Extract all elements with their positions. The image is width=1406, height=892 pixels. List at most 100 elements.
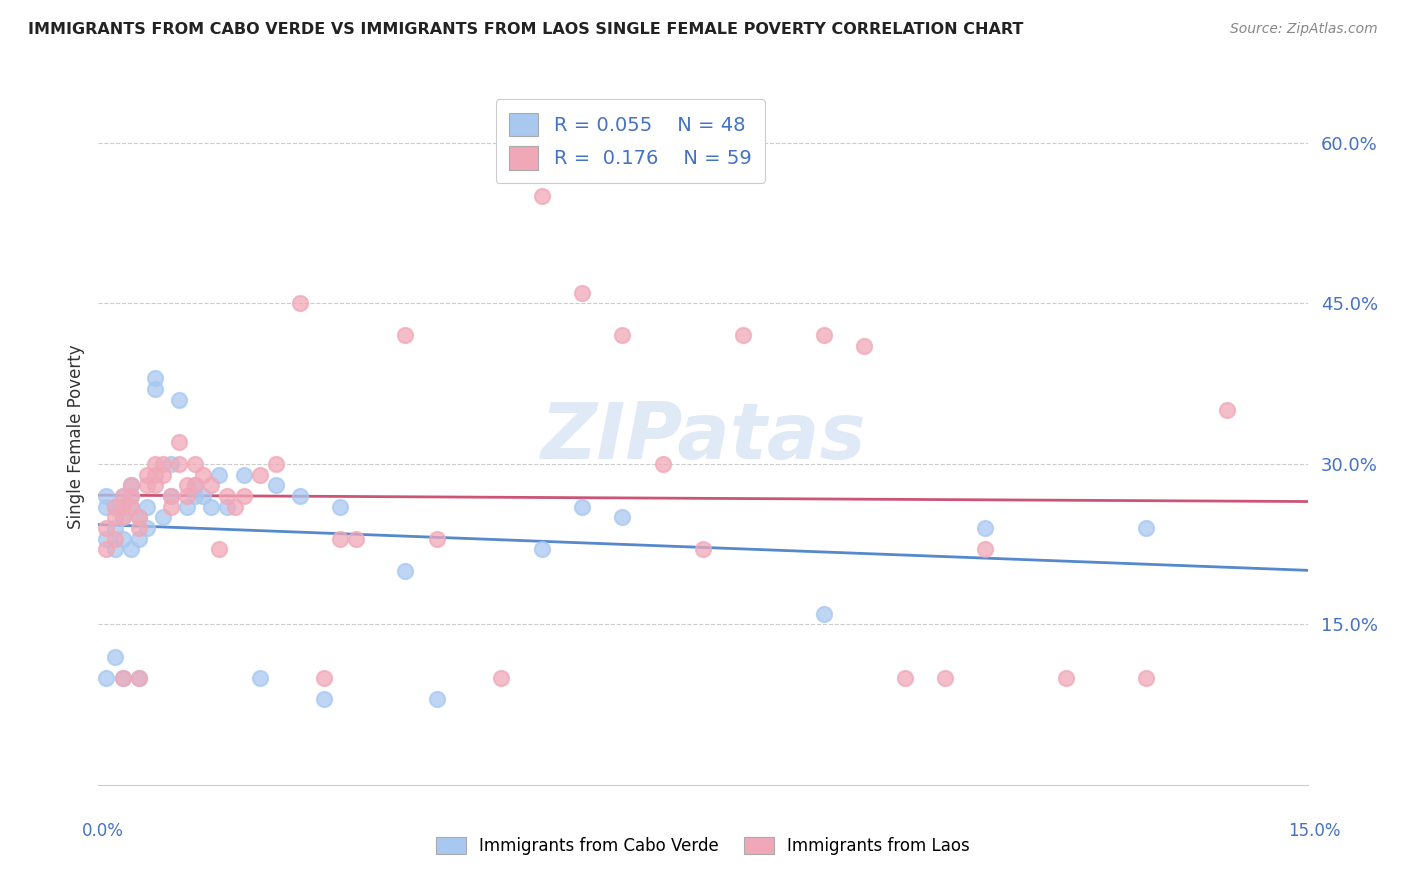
- Point: [813, 328, 835, 343]
- Point: [103, 500, 125, 514]
- Point: [813, 607, 835, 621]
- Point: [143, 371, 166, 385]
- Text: Source: ZipAtlas.com: Source: ZipAtlas.com: [1230, 22, 1378, 37]
- Point: [530, 542, 553, 557]
- Point: [103, 532, 125, 546]
- Point: [426, 692, 449, 706]
- Point: [329, 532, 352, 546]
- Point: [974, 542, 997, 557]
- Point: [249, 671, 271, 685]
- Point: [120, 500, 142, 514]
- Point: [111, 489, 134, 503]
- Point: [152, 467, 174, 482]
- Point: [612, 510, 634, 524]
- Point: [103, 649, 125, 664]
- Point: [96, 671, 118, 685]
- Point: [143, 457, 166, 471]
- Point: [232, 489, 254, 503]
- Point: [1216, 403, 1239, 417]
- Point: [103, 510, 125, 524]
- Point: [96, 500, 118, 514]
- Point: [96, 542, 118, 557]
- Point: [264, 478, 287, 492]
- Point: [193, 489, 215, 503]
- Point: [143, 478, 166, 492]
- Legend: Immigrants from Cabo Verde, Immigrants from Laos: Immigrants from Cabo Verde, Immigrants f…: [429, 830, 977, 862]
- Point: [1135, 521, 1157, 535]
- Point: [120, 489, 142, 503]
- Point: [96, 489, 118, 503]
- Point: [128, 671, 150, 685]
- Point: [120, 478, 142, 492]
- Point: [314, 671, 336, 685]
- Point: [176, 500, 198, 514]
- Point: [329, 500, 352, 514]
- Point: [111, 500, 134, 514]
- Point: [288, 489, 311, 503]
- Point: [249, 467, 271, 482]
- Legend: R = 0.055    N = 48, R =  0.176    N = 59: R = 0.055 N = 48, R = 0.176 N = 59: [495, 99, 765, 184]
- Point: [651, 457, 673, 471]
- Point: [167, 457, 190, 471]
- Point: [120, 489, 142, 503]
- Text: 0.0%: 0.0%: [82, 822, 124, 840]
- Point: [111, 489, 134, 503]
- Point: [184, 457, 207, 471]
- Point: [135, 500, 157, 514]
- Point: [934, 671, 956, 685]
- Point: [128, 510, 150, 524]
- Point: [176, 489, 198, 503]
- Point: [571, 285, 593, 300]
- Point: [184, 478, 207, 492]
- Point: [135, 467, 157, 482]
- Point: [491, 671, 513, 685]
- Point: [394, 564, 416, 578]
- Point: [96, 532, 118, 546]
- Point: [143, 467, 166, 482]
- Point: [160, 457, 183, 471]
- Point: [152, 457, 174, 471]
- Point: [232, 467, 254, 482]
- Point: [184, 489, 207, 503]
- Point: [111, 671, 134, 685]
- Point: [96, 521, 118, 535]
- Point: [120, 500, 142, 514]
- Point: [1135, 671, 1157, 685]
- Point: [184, 478, 207, 492]
- Point: [135, 521, 157, 535]
- Point: [426, 532, 449, 546]
- Point: [344, 532, 367, 546]
- Point: [208, 467, 231, 482]
- Point: [160, 500, 183, 514]
- Point: [692, 542, 714, 557]
- Point: [128, 521, 150, 535]
- Point: [974, 521, 997, 535]
- Text: ZIPatas: ZIPatas: [540, 399, 866, 475]
- Point: [128, 671, 150, 685]
- Point: [160, 489, 183, 503]
- Point: [160, 489, 183, 503]
- Point: [1054, 671, 1077, 685]
- Point: [208, 542, 231, 557]
- Point: [853, 339, 876, 353]
- Point: [152, 510, 174, 524]
- Point: [733, 328, 755, 343]
- Point: [120, 542, 142, 557]
- Point: [111, 510, 134, 524]
- Point: [143, 382, 166, 396]
- Y-axis label: Single Female Poverty: Single Female Poverty: [66, 345, 84, 529]
- Text: 15.0%: 15.0%: [1288, 822, 1341, 840]
- Point: [120, 478, 142, 492]
- Point: [128, 532, 150, 546]
- Point: [128, 510, 150, 524]
- Point: [167, 392, 190, 407]
- Point: [135, 478, 157, 492]
- Point: [103, 500, 125, 514]
- Point: [103, 542, 125, 557]
- Text: IMMIGRANTS FROM CABO VERDE VS IMMIGRANTS FROM LAOS SINGLE FEMALE POVERTY CORRELA: IMMIGRANTS FROM CABO VERDE VS IMMIGRANTS…: [28, 22, 1024, 37]
- Point: [314, 692, 336, 706]
- Point: [217, 489, 239, 503]
- Point: [200, 478, 222, 492]
- Point: [176, 478, 198, 492]
- Point: [264, 457, 287, 471]
